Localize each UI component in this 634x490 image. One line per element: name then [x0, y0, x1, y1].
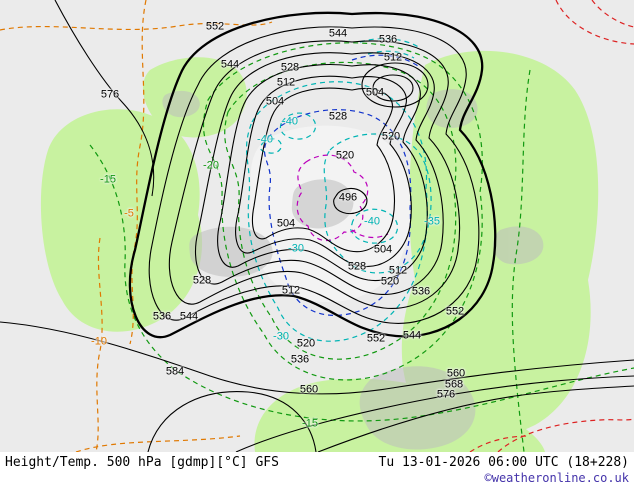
map-canvas: 552 544 536 512 544 528 512 504 576 504 528 -40 520-… — [0, 0, 634, 452]
height-contours — [0, 0, 634, 452]
contour-map-graphic — [0, 0, 634, 452]
temp-contours-blue — [263, 54, 419, 317]
temp-contours-red — [469, 0, 634, 452]
status-bar: Height/Temp. 500 hPa [gdmp][°C] GFS Tu 1… — [0, 452, 634, 490]
map-title: Height/Temp. 500 hPa [gdmp][°C] GFS — [5, 455, 279, 470]
map-datetime: Tu 13-01-2026 06:00 UTC (18+228) — [378, 455, 629, 470]
height-contour-552-thick — [128, 11, 497, 339]
temp-contours-magenta — [296, 154, 389, 242]
copyright-link[interactable]: ©weatheronline.co.uk — [484, 471, 630, 485]
terrain-patches — [162, 89, 544, 450]
